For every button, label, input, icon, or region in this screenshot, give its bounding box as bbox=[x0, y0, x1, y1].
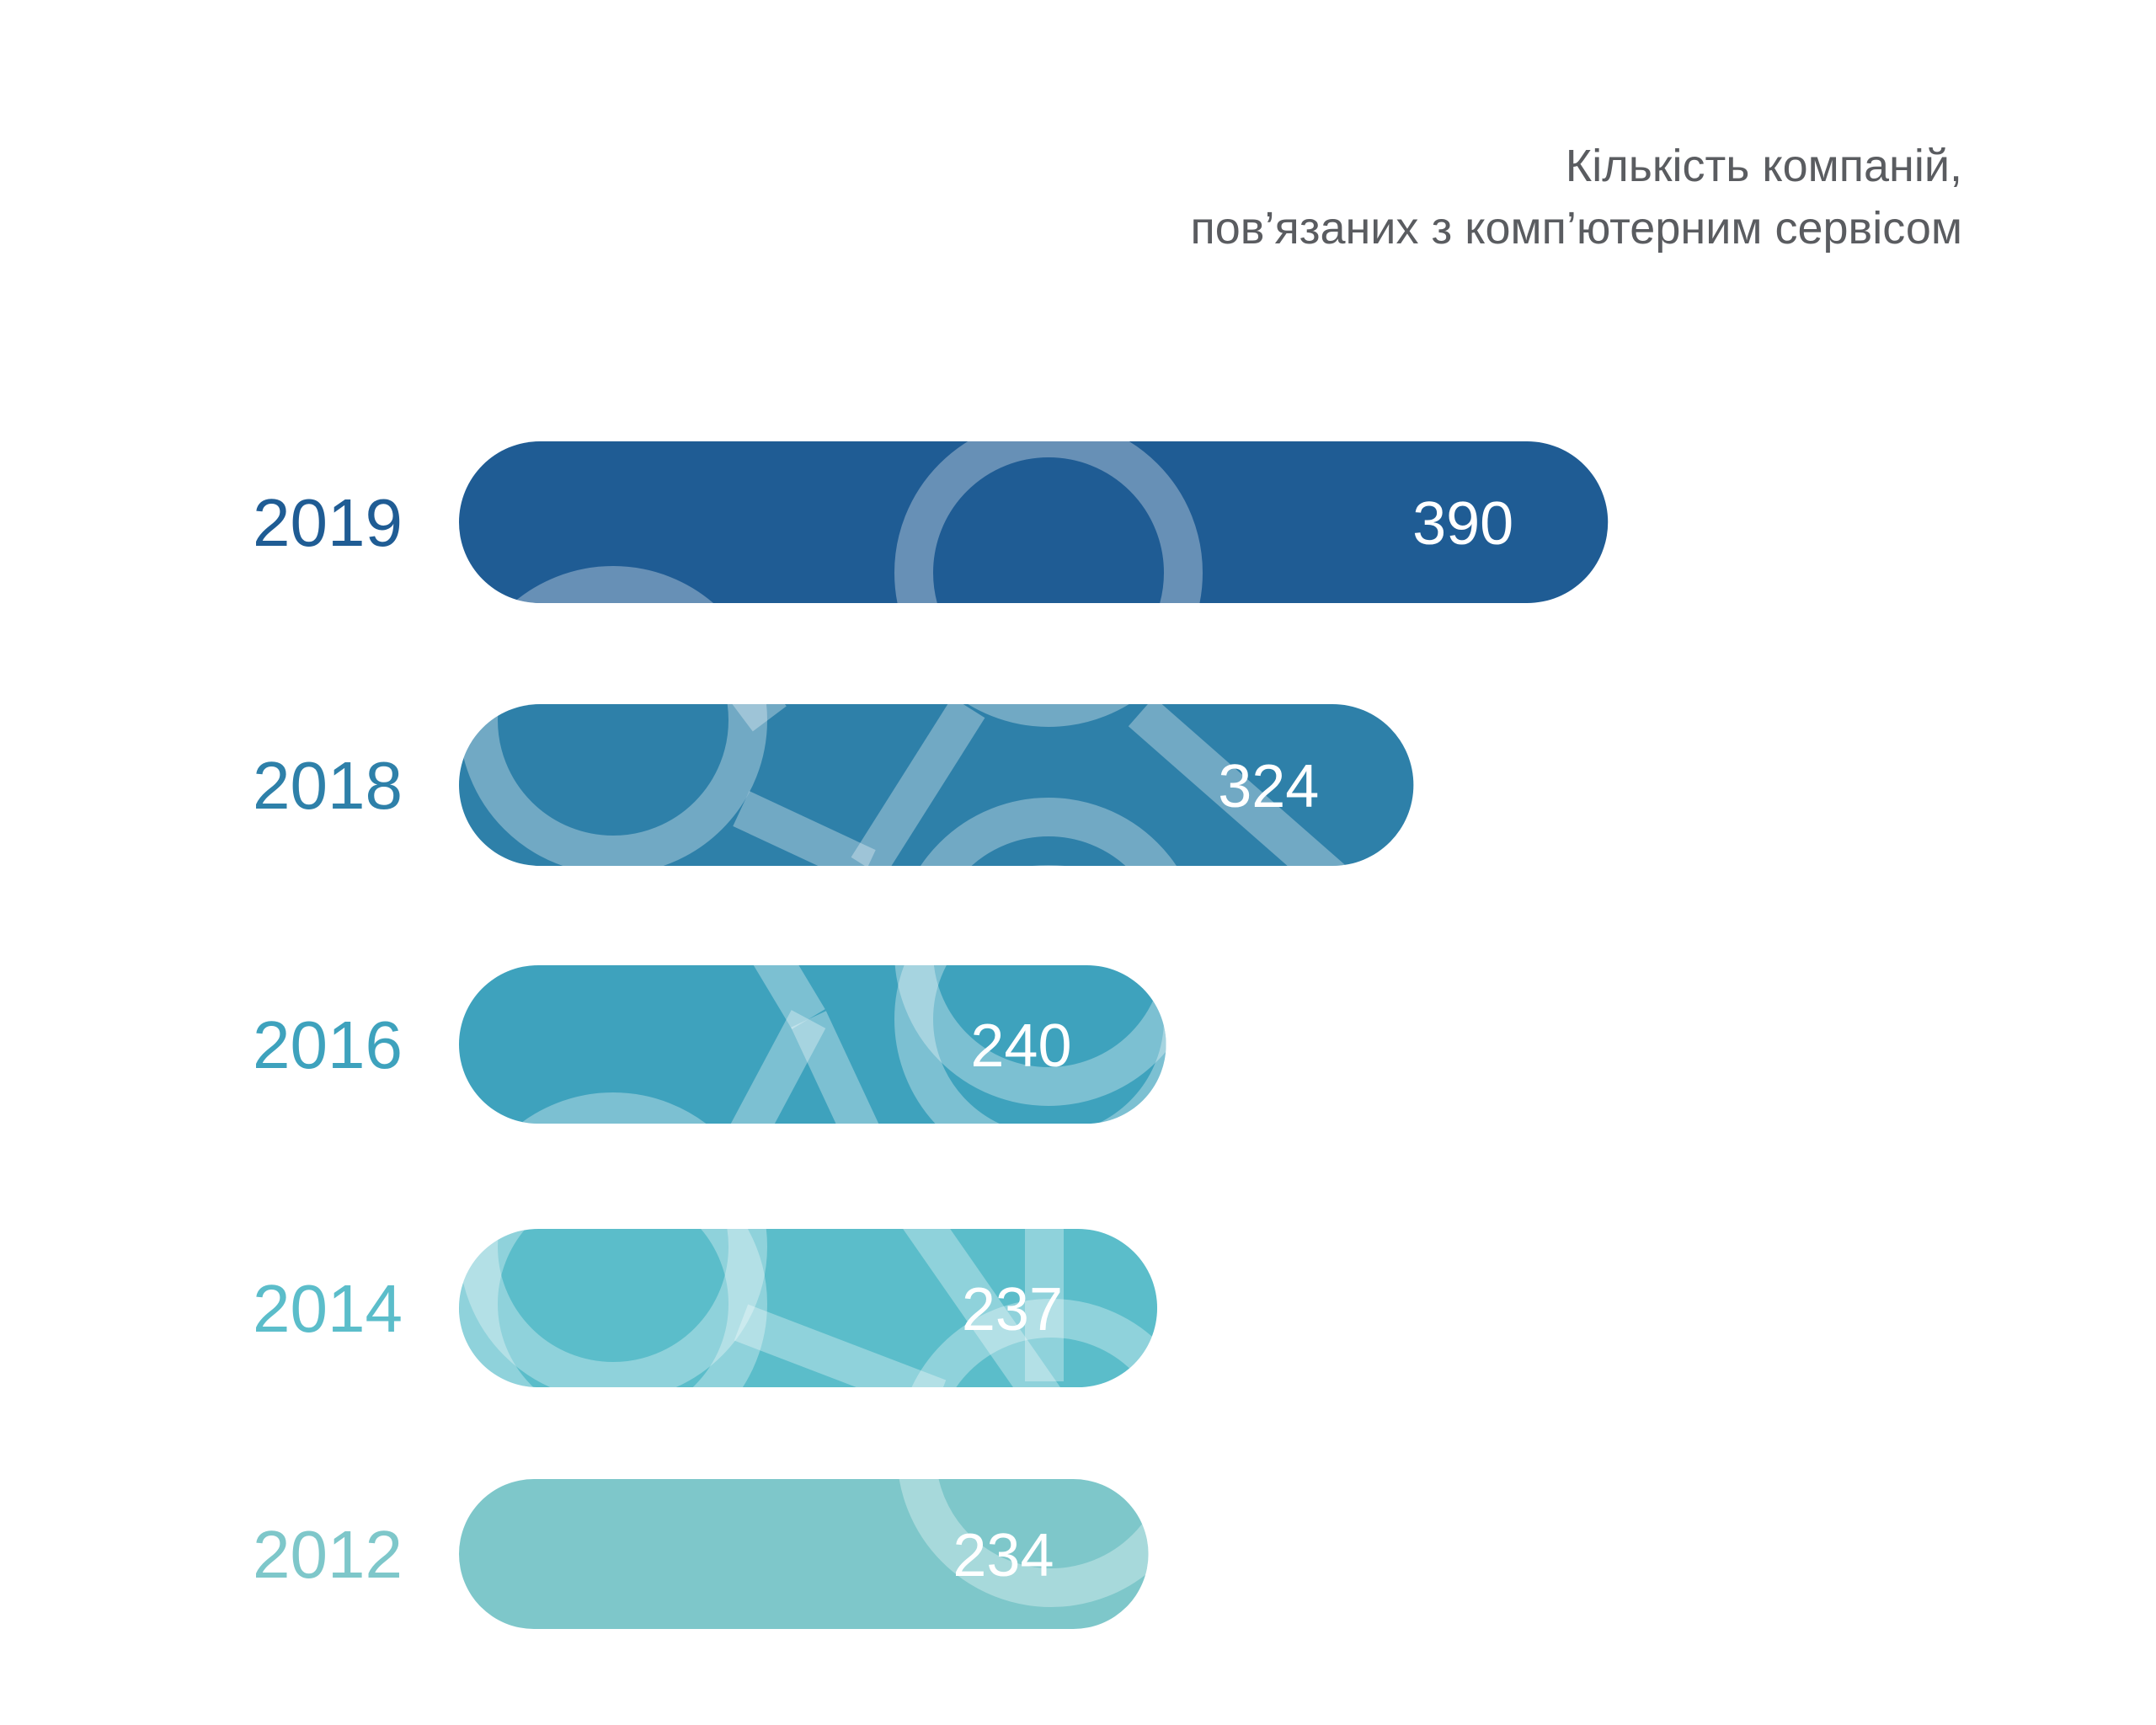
bar-pattern-2016 bbox=[459, 965, 1166, 1124]
bar-2018 bbox=[459, 704, 1414, 866]
value-label-2018: 324 bbox=[1218, 753, 1319, 820]
chart-title: Кількість компаній, пов’язаних з комп’ют… bbox=[1191, 135, 1963, 259]
bar-2019 bbox=[459, 441, 1609, 603]
value-label-2012: 234 bbox=[953, 1522, 1054, 1589]
year-label-2014: 2014 bbox=[253, 1271, 403, 1346]
value-label-2019: 390 bbox=[1412, 490, 1513, 558]
year-label-2019: 2019 bbox=[253, 485, 403, 560]
bar-2012 bbox=[459, 1479, 1149, 1629]
year-label-2016: 2016 bbox=[253, 1007, 403, 1082]
bar-pattern-2018 bbox=[459, 704, 1361, 866]
value-label-2016: 240 bbox=[970, 1012, 1071, 1080]
year-label-2012: 2012 bbox=[253, 1517, 403, 1592]
bar-pattern-2019 bbox=[459, 441, 1203, 603]
chart-title-line-1: Кількість компаній, bbox=[1565, 141, 1962, 191]
bars-layer: 2019 390 2018 324 2016 240 2014 237 2012 234 bbox=[253, 441, 1609, 1629]
year-label-2018: 2018 bbox=[253, 748, 403, 823]
bar-pattern-2012 bbox=[897, 1479, 1149, 1607]
chart-title-line-2: пов’язаних з комп’ютерним сервісом bbox=[1190, 203, 1963, 254]
bar-2016 bbox=[459, 965, 1166, 1124]
bar-2014 bbox=[459, 1229, 1158, 1387]
value-label-2014: 237 bbox=[962, 1276, 1063, 1343]
